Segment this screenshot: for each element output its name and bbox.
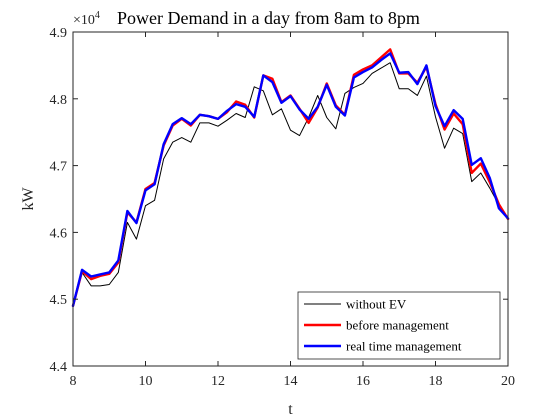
y-axis-exponent-power: 4 xyxy=(95,10,100,21)
legend-label-2: before management xyxy=(346,318,449,333)
series-line-3 xyxy=(71,52,510,308)
y-tick-label: 4.4 xyxy=(50,360,68,375)
y-axis-exponent-base: ×10 xyxy=(73,13,95,28)
y-tick-label: 4.8 xyxy=(50,93,68,108)
y-axis-label: kW xyxy=(20,187,37,211)
x-tick-label: 8 xyxy=(70,374,77,389)
y-tick-label: 4.9 xyxy=(50,26,68,41)
y-tick-label: 4.6 xyxy=(50,226,68,241)
legend-label-3: real time management xyxy=(346,339,462,354)
x-tick-label: 16 xyxy=(356,374,370,389)
x-tick-label: 14 xyxy=(284,374,298,389)
x-tick-label: 10 xyxy=(139,374,153,389)
series-layer xyxy=(71,48,510,308)
chart-title: Power Demand in a day from 8am to 8pm xyxy=(117,8,420,28)
series-line-1 xyxy=(72,62,509,307)
x-tick-label: 12 xyxy=(211,374,225,389)
y-tick-label: 4.7 xyxy=(50,160,68,175)
x-tick-label: 20 xyxy=(501,374,515,389)
x-axis-label: t xyxy=(288,401,293,418)
tick-layer: 8 10 12 14 16 18 20 4.4 4.5 4.6 4.7 4.8 4.9 xyxy=(50,26,516,389)
legend: without EV before management real time man… xyxy=(297,291,501,360)
y-axis-exponent: ×104 xyxy=(73,10,100,28)
y-tick-label: 4.5 xyxy=(50,293,68,308)
legend-label-1: without EV xyxy=(346,297,407,312)
x-tick-label: 18 xyxy=(429,374,443,389)
